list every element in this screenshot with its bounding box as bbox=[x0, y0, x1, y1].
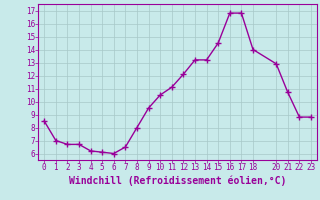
X-axis label: Windchill (Refroidissement éolien,°C): Windchill (Refroidissement éolien,°C) bbox=[69, 175, 286, 186]
